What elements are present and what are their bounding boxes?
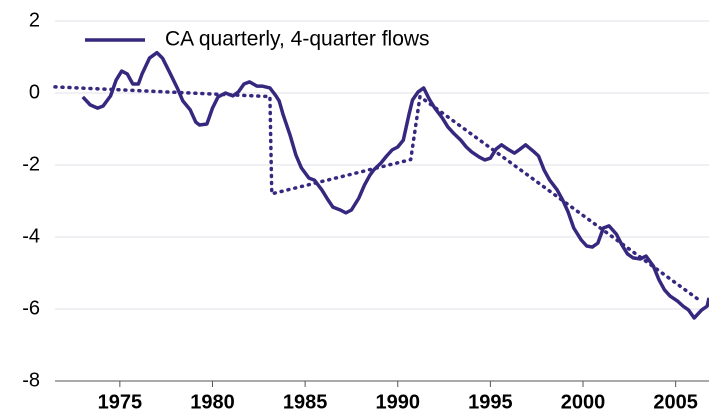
y-tick-label: -6 — [22, 297, 40, 319]
x-tick-label: 2000 — [561, 391, 606, 413]
x-tick-label: 1985 — [283, 391, 328, 413]
y-tick-label: -2 — [22, 153, 40, 175]
y-tick-label: -4 — [22, 225, 40, 247]
x-tick-label: 1975 — [98, 391, 143, 413]
y-tick-label: 0 — [29, 81, 40, 103]
x-tick-label: 2005 — [653, 391, 698, 413]
x-tick-label: 1980 — [190, 391, 235, 413]
legend-label: CA quarterly, 4-quarter flows — [165, 28, 430, 51]
x-tick-label: 1990 — [375, 391, 420, 413]
data-line — [81, 50, 709, 320]
y-tick-label: -8 — [22, 369, 40, 391]
data-line — [53, 85, 704, 304]
x-tick-label: 1995 — [468, 391, 513, 413]
y-tick-label: 2 — [29, 9, 40, 31]
